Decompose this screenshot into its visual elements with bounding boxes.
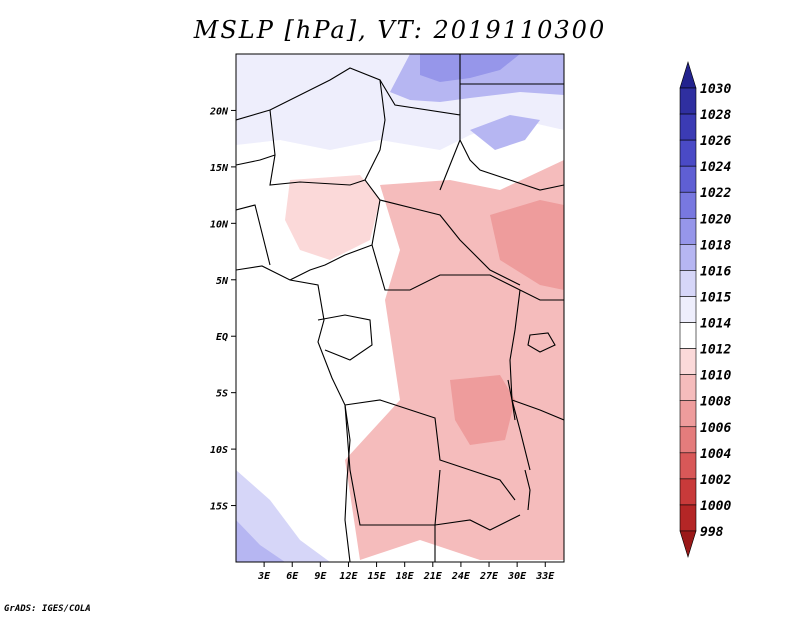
colorbar-segment — [679, 426, 697, 454]
lat-tick-label: 15N — [210, 163, 229, 174]
colorbar-top-triangle — [679, 60, 697, 89]
colorbar-segment — [679, 400, 697, 428]
lat-tick-label: EQ — [216, 332, 228, 343]
lon-tick-label: 12E — [339, 571, 358, 582]
lat-tick-label: 20N — [209, 106, 229, 117]
map-frame — [235, 53, 565, 563]
lon-tick-label: 27E — [479, 571, 499, 582]
country-borders — [236, 54, 564, 562]
border-chad — [364, 79, 386, 246]
lat-tick-label: 10S — [210, 445, 228, 456]
colorbar-segment — [679, 113, 697, 141]
colorbar-segment — [679, 478, 697, 506]
border-zambia — [434, 514, 521, 531]
border-niger — [269, 109, 366, 186]
colorbar-label: 1026 — [700, 134, 731, 149]
border-sudan-car — [379, 199, 521, 286]
latitude-axis: 20N 15N 10N 5N EQ 5S 10S 15S — [209, 106, 236, 513]
colorbar-label: 1016 — [700, 264, 731, 279]
colorbar-label: 1002 — [700, 473, 731, 488]
colorbar-segment — [679, 296, 697, 323]
lon-tick-label: 15E — [368, 571, 387, 582]
colorbar-label: 1024 — [700, 160, 731, 175]
colorbar-label: 998 — [700, 525, 724, 540]
colorbar-segment — [679, 139, 697, 167]
colorbar-segment — [679, 165, 697, 193]
border-drc-south — [344, 399, 516, 501]
field-ethiopia-highland — [470, 115, 540, 150]
lon-tick-label: 9E — [314, 571, 327, 582]
colorbar-label: 1015 — [700, 290, 731, 305]
field-southern-ocean — [236, 470, 330, 562]
colorbar-segment — [679, 87, 697, 115]
colorbar-label: 1020 — [700, 212, 731, 227]
colorbar-label: 1012 — [700, 343, 731, 358]
colorbar-segment — [679, 244, 697, 271]
field-southern-ocean-edge — [236, 520, 285, 562]
field-south-low — [360, 455, 500, 540]
colorbar-label: 1018 — [700, 238, 731, 253]
lon-tick-label: 30E — [507, 571, 527, 582]
colorbar-segment — [679, 374, 697, 402]
lat-tick-label: 10N — [210, 219, 229, 230]
lon-tick-label: 21E — [423, 571, 443, 582]
colorbar-label: 1008 — [700, 395, 731, 410]
colorbar-segment — [679, 217, 697, 245]
lon-tick-label: 33E — [535, 571, 555, 582]
field-libya-high-core — [420, 54, 520, 82]
colorbar-label: 1022 — [700, 186, 731, 201]
colorbar: 1030 1028 1026 1024 1022 1020 1018 1016 1015 1014… — [679, 60, 731, 559]
coastline-west — [236, 265, 351, 562]
colorbar-segment — [679, 191, 697, 219]
colorbar-label: 1004 — [700, 447, 731, 462]
border-kenya — [519, 289, 564, 301]
colorbar-label: 1030 — [700, 82, 731, 97]
grads-credit: GrADS: IGES/COLA — [4, 604, 91, 614]
lat-tick-label: 15S — [210, 502, 228, 513]
lat-tick-label: 5S — [216, 389, 228, 400]
border-ethiopia — [459, 139, 564, 191]
lake-victoria — [527, 332, 556, 353]
lon-tick-label: 24E — [451, 571, 471, 582]
border-mali — [236, 154, 276, 166]
lon-tick-label: 6E — [286, 571, 299, 582]
border-tanzania — [511, 399, 564, 421]
lat-tick-label: 5N — [216, 276, 229, 287]
colorbar-label: 1000 — [700, 499, 731, 514]
colorbar-segment — [679, 504, 697, 532]
field-west-africa — [285, 175, 380, 260]
border-gabon — [317, 314, 373, 361]
longitude-axis: 3E 6E 9E 12E 15E 18E 21E 24E 27E 30E 33E — [257, 562, 555, 582]
lon-tick-label: 18E — [396, 571, 415, 582]
border-drc-north — [371, 244, 521, 291]
colorbar-segment — [679, 452, 697, 480]
colorbar-label: 1010 — [700, 369, 731, 384]
lake-malawi — [524, 469, 531, 511]
lake-tanganyika — [507, 379, 516, 421]
lon-tick-label: 3E — [257, 571, 271, 582]
border-drc-east — [509, 289, 531, 471]
colorbar-label: 1028 — [700, 108, 731, 123]
colorbar-bottom-triangle — [679, 530, 697, 559]
page-title: MSLP [hPa], VT: 2019110300 — [193, 16, 607, 44]
colorbar-segment — [679, 348, 697, 375]
field-east-sudan-low — [490, 200, 564, 290]
border-egypt — [459, 54, 564, 115]
border-cameroon — [289, 244, 373, 281]
colorbar-segment — [679, 270, 697, 297]
colorbar-label: 1014 — [700, 317, 731, 332]
colorbar-segment — [679, 322, 697, 349]
border-west-africa-inner — [236, 204, 271, 266]
colorbar-label: 1006 — [700, 421, 731, 436]
pressure-field — [236, 54, 564, 562]
border-sahara — [236, 67, 461, 191]
field-congo-low — [450, 375, 515, 445]
border-angola — [344, 404, 441, 526]
